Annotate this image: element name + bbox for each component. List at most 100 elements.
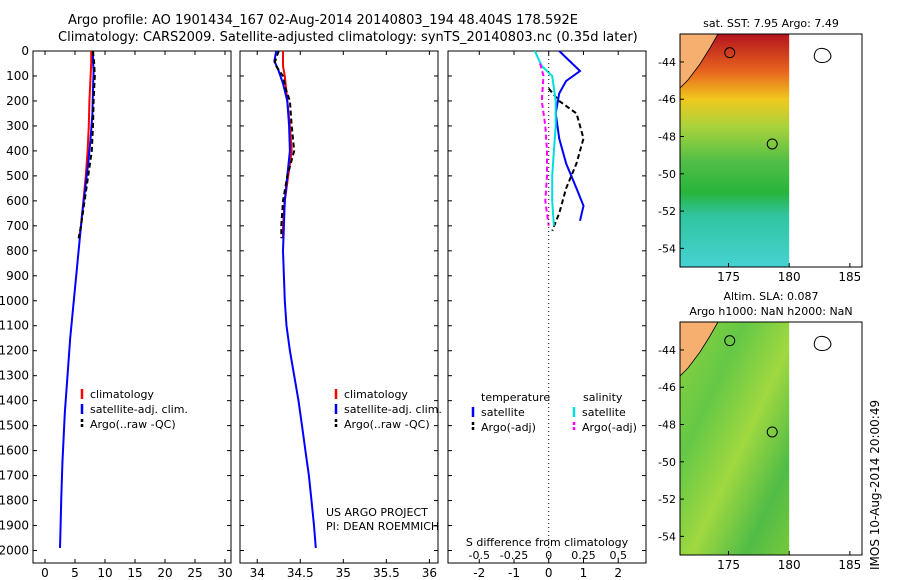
depth-tick-label: 0 bbox=[21, 44, 29, 58]
depth-tick-label: 1900 bbox=[0, 519, 29, 533]
sst-map-xtick-label: 175 bbox=[717, 270, 740, 284]
temperature-xtick-label: 15 bbox=[127, 566, 142, 580]
salinity-diff-tick-label: -0.5 bbox=[469, 549, 490, 562]
sst-map-argo-marker bbox=[766, 138, 778, 150]
difference-xtick-label: -2 bbox=[473, 566, 485, 580]
difference-series-satellite bbox=[554, 50, 585, 222]
depth-tick-label: 300 bbox=[6, 119, 29, 133]
sst-map-island-outline bbox=[813, 47, 832, 64]
salinity-xtick-label: 36 bbox=[422, 566, 437, 580]
sla-map-data-field bbox=[680, 322, 790, 555]
salinity-xtick-label: 35 bbox=[336, 566, 351, 580]
project-annotation: US ARGO PROJECT bbox=[326, 506, 428, 519]
sst-map-xtick-label: 185 bbox=[838, 270, 861, 284]
salinity-diff-tick-label: 0.25 bbox=[571, 549, 596, 562]
sla-map-xtick-label: 180 bbox=[778, 558, 801, 572]
depth-tick-label: 400 bbox=[6, 144, 29, 158]
difference-series-satellite bbox=[533, 50, 557, 226]
salinity-legend-title: salinity bbox=[583, 391, 623, 404]
difference-legend-label: satellite bbox=[582, 406, 626, 419]
sla-map-xtick-label: 185 bbox=[838, 558, 861, 572]
depth-tick-label: 800 bbox=[6, 244, 29, 258]
depth-tick-label: 600 bbox=[6, 194, 29, 208]
pi-annotation: PI: DEAN ROEMMICH bbox=[326, 520, 439, 533]
difference-series-argo--adj- bbox=[539, 63, 550, 226]
difference-xtick-label: 0 bbox=[545, 566, 553, 580]
temperature-legend-label: Argo(..raw -QC) bbox=[90, 418, 176, 431]
difference-series-argo--adj- bbox=[547, 87, 585, 232]
sst-map-title: sat. SST: 7.95 Argo: 7.49 bbox=[703, 17, 839, 30]
depth-tick-label: 500 bbox=[6, 169, 29, 183]
depth-tick-label: 1800 bbox=[0, 494, 29, 508]
temperature-legend-label: climatology bbox=[90, 388, 154, 401]
sst-map-ytick-label: -48 bbox=[658, 131, 676, 144]
depth-tick-label: 1200 bbox=[0, 344, 29, 358]
depth-tick-label: 200 bbox=[6, 94, 29, 108]
salinity-legend-label: satellite-adj. clim. bbox=[344, 403, 442, 416]
salinity-diff-axis-label: S difference from climatology bbox=[466, 536, 629, 549]
difference-xtick-label: 2 bbox=[614, 566, 622, 580]
sst-map-ytick-label: -52 bbox=[658, 205, 676, 218]
depth-tick-label: 1100 bbox=[0, 319, 29, 333]
figure-title-line1: Argo profile: AO 1901434_167 02-Aug-2014… bbox=[68, 13, 578, 28]
salinity-legend-label: Argo(..raw -QC) bbox=[344, 418, 430, 431]
sst-map-ytick-label: -50 bbox=[658, 168, 676, 181]
depth-tick-label: 1600 bbox=[0, 444, 29, 458]
temperature-legend-label: satellite-adj. clim. bbox=[90, 403, 188, 416]
sst-map-ytick-label: -46 bbox=[658, 93, 676, 106]
temperature-series-argo---raw--qc- bbox=[77, 50, 96, 239]
depth-tick-label: 1300 bbox=[0, 369, 29, 383]
salinity-diff-tick-label: 0.5 bbox=[609, 549, 627, 562]
sla-map-ytick-label: -50 bbox=[658, 456, 676, 469]
sla-map-ytick-label: -44 bbox=[658, 344, 676, 357]
temperature-xtick-label: 5 bbox=[71, 566, 79, 580]
sla-map-argo-marker bbox=[766, 426, 778, 438]
sst-map-site-marker bbox=[724, 47, 736, 59]
difference-legend-label: Argo(-adj) bbox=[582, 421, 637, 434]
salinity-xtick-label: 35.5 bbox=[373, 566, 400, 580]
depth-tick-label: 1700 bbox=[0, 469, 29, 483]
salinity-diff-tick-label: 0 bbox=[545, 549, 552, 562]
depth-tick-label: 1000 bbox=[0, 294, 29, 308]
salinity-diff-tick-label: -0.25 bbox=[500, 549, 528, 562]
sla-map-title: Altim. SLA: 0.087 bbox=[723, 290, 818, 303]
sla-map-ytick-label: -54 bbox=[658, 530, 676, 543]
sla-map-xtick-label: 175 bbox=[717, 558, 740, 572]
salinity-series-satellite-adj--clim- bbox=[273, 50, 317, 549]
sst-map-axes-box bbox=[679, 33, 863, 268]
sst-map-ytick-label: -44 bbox=[658, 56, 676, 69]
salinity-xtick-label: 34 bbox=[250, 566, 265, 580]
sla-map-axes-box bbox=[679, 321, 863, 556]
sst-map-ytick-label: -54 bbox=[658, 242, 676, 255]
difference-legend-label: satellite bbox=[481, 406, 525, 419]
sla-map-ytick-label: -48 bbox=[658, 419, 676, 432]
difference-axes-box bbox=[447, 50, 647, 564]
sla-map-subtitle: Argo h1000: NaN h2000: NaN bbox=[689, 305, 852, 318]
depth-tick-label: 700 bbox=[6, 219, 29, 233]
temperature-xtick-label: 25 bbox=[187, 566, 202, 580]
depth-tick-label: 1500 bbox=[0, 419, 29, 433]
temperature-xtick-label: 20 bbox=[157, 566, 172, 580]
temperature-axes-box bbox=[32, 50, 232, 564]
temperature-legend-title: temperature bbox=[481, 391, 550, 404]
sst-map-data-field bbox=[680, 34, 790, 267]
depth-tick-label: 1400 bbox=[0, 394, 29, 408]
salinity-axes-box bbox=[239, 50, 439, 564]
salinity-legend-label: climatology bbox=[344, 388, 408, 401]
temperature-xtick-label: 0 bbox=[41, 566, 49, 580]
difference-xtick-label: 1 bbox=[580, 566, 588, 580]
sla-map-ytick-label: -46 bbox=[658, 381, 676, 394]
salinity-series-argo---raw--qc- bbox=[273, 50, 296, 239]
depth-tick-label: 100 bbox=[6, 69, 29, 83]
temperature-xtick-label: 30 bbox=[217, 566, 232, 580]
temperature-xtick-label: 10 bbox=[97, 566, 112, 580]
sla-map-island-outline bbox=[813, 335, 832, 352]
difference-legend-label: Argo(-adj) bbox=[481, 421, 536, 434]
depth-tick-label: 900 bbox=[6, 269, 29, 283]
figure-title-line2: Climatology: CARS2009. Satellite-adjuste… bbox=[58, 30, 638, 45]
salinity-xtick-label: 34.5 bbox=[287, 566, 314, 580]
depth-tick-label: 2000 bbox=[0, 544, 29, 558]
difference-xtick-label: -1 bbox=[508, 566, 520, 580]
sst-map-xtick-label: 180 bbox=[778, 270, 801, 284]
